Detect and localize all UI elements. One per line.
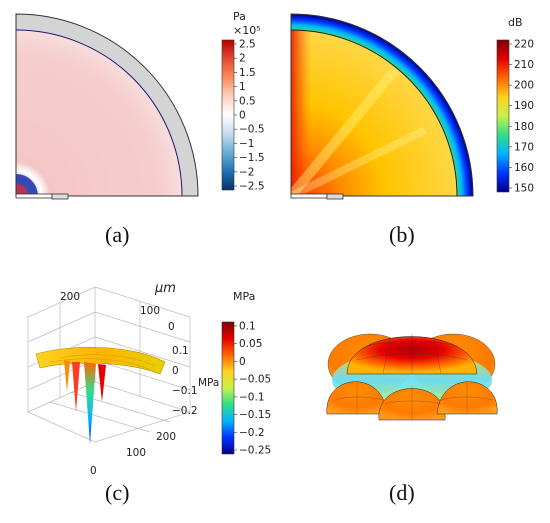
colorbar-c-tick-label: 0.1 bbox=[239, 321, 256, 333]
z-axis-label: MPa bbox=[198, 377, 219, 389]
colorbar-a-tick-label: −0.5 bbox=[239, 124, 265, 136]
colorbar-c-tick-label: −0.1 bbox=[239, 391, 265, 403]
colorbar-b-gradient bbox=[496, 39, 510, 193]
colorbar-a-unit: Pa bbox=[233, 10, 246, 23]
axis-tick-0-front: 0 bbox=[90, 465, 97, 477]
colorbar-c-tick-label: −0.15 bbox=[239, 409, 271, 421]
colorbar-b-tick-label: 150 bbox=[514, 183, 534, 195]
z-tick-3: −0.2 bbox=[172, 405, 198, 417]
spike-main bbox=[84, 362, 96, 444]
colorbar-a-tick-label: 1.5 bbox=[239, 67, 256, 79]
axis-tick-100-front: 100 bbox=[126, 447, 146, 459]
z-tick-1: 0 bbox=[172, 365, 179, 377]
panel-a-pressure-field: 2.5 2 1.5 1 0.5 0 −0.5 −1 −1.5 −2 −2.5 Pa ×10⁵ bbox=[15, 10, 265, 200]
colorbar-c: 0.1 0.05 0 −0.05 −0.1 −0.15 −0.2 −0.25 bbox=[221, 321, 271, 457]
colorbar-b-tick-label: 200 bbox=[514, 80, 534, 92]
colorbar-a: 2.5 2 1.5 1 0.5 0 −0.5 −1 −1.5 −2 −2.5 bbox=[221, 39, 265, 193]
colorbar-c-tick-label: −0.05 bbox=[239, 374, 271, 386]
colorbar-b: 220 210 200 190 180 170 160 150 bbox=[496, 39, 534, 195]
colorbar-b-tick-label: 220 bbox=[514, 39, 534, 51]
colorbar-a-tick-label: 2 bbox=[239, 53, 246, 65]
colorbar-a-tick-label: 1 bbox=[239, 81, 246, 93]
colorbar-a-tick-label: 2.5 bbox=[239, 39, 256, 51]
z-tick-0: 0.1 bbox=[172, 345, 189, 357]
colorbar-a-exponent: ×10⁵ bbox=[233, 24, 261, 37]
colorbar-a-tick-label: 0 bbox=[239, 110, 246, 122]
axis-tick-100-back: 100 bbox=[140, 305, 160, 317]
caption-c: (c) bbox=[105, 480, 130, 505]
colorbar-c-tick-label: 0.05 bbox=[239, 338, 262, 350]
colorbar-a-tick-label: −1 bbox=[239, 138, 254, 150]
transducer-rect bbox=[15, 193, 53, 199]
caption-d: (d) bbox=[389, 480, 415, 505]
caption-b: (b) bbox=[389, 222, 415, 247]
colorbar-a-tick-label: −2.5 bbox=[239, 181, 265, 193]
colorbar-b-tick-label: 180 bbox=[514, 121, 534, 133]
colorbar-a-tick-label: −2 bbox=[239, 166, 254, 178]
colorbar-c-tick-label: −0.25 bbox=[239, 445, 271, 457]
colorbar-c-unit: MPa bbox=[233, 290, 255, 303]
axis-tick-0-back: 0 bbox=[168, 321, 175, 333]
caption-a: (a) bbox=[105, 222, 130, 247]
colorbar-b-unit: dB bbox=[508, 16, 523, 29]
axis-tick-200-back: 200 bbox=[60, 291, 80, 303]
panel-b-spl-field: 220 210 200 190 180 170 160 150 dB bbox=[290, 13, 534, 200]
colorbar-b-tick-label: 210 bbox=[514, 59, 534, 71]
colorbar-b-tick-label: 190 bbox=[514, 100, 534, 112]
colorbar-c-tick-label: 0 bbox=[239, 356, 246, 368]
panel-d-3d-dome bbox=[326, 333, 498, 421]
colorbar-c-tick-label: −0.2 bbox=[239, 427, 265, 439]
colorbar-b-tick-label: 170 bbox=[514, 141, 534, 153]
colorbar-a-tick-label: 0.5 bbox=[239, 95, 256, 107]
axis-unit-um: μm bbox=[154, 281, 176, 296]
colorbar-b-tick-label: 160 bbox=[514, 162, 534, 174]
colorbar-a-tick-label: −1.5 bbox=[239, 152, 265, 164]
colorbar-a-gradient bbox=[221, 39, 235, 191]
axis-tick-200-front: 200 bbox=[156, 431, 176, 443]
panel-c-3d-pressure: 200 100 0 μm 0.1 0 −0.1 −0.2 MPa 200 100… bbox=[27, 281, 271, 477]
colorbar-c-gradient bbox=[221, 321, 235, 455]
source-blob bbox=[16, 174, 38, 196]
z-tick-2: −0.1 bbox=[172, 385, 198, 397]
